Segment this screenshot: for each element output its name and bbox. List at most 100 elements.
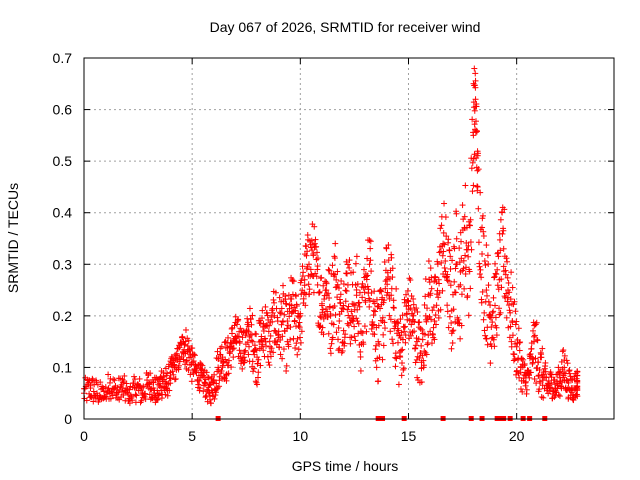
data-point-cloud bbox=[440, 229, 447, 236]
data-point-cloud bbox=[505, 302, 512, 309]
data-point-cloud bbox=[316, 323, 323, 330]
x-tick-label: 5 bbox=[188, 428, 196, 444]
data-point-cloud bbox=[372, 346, 379, 353]
data-point-cloud bbox=[392, 354, 399, 361]
data-point-cloud bbox=[441, 200, 448, 207]
data-point bbox=[472, 96, 479, 103]
data-point-cloud bbox=[372, 308, 379, 315]
data-point-cloud bbox=[456, 245, 463, 252]
data-point-cloud bbox=[263, 309, 270, 316]
data-point-cloud bbox=[425, 258, 432, 265]
data-point-cloud bbox=[390, 297, 397, 304]
data-point-cloud bbox=[481, 258, 488, 265]
data-point bbox=[336, 318, 343, 325]
data-point-cloud bbox=[462, 182, 469, 189]
data-point-cloud bbox=[531, 375, 538, 382]
data-point-cloud bbox=[513, 318, 520, 325]
data-point-cloud bbox=[491, 274, 498, 281]
data-point-cloud bbox=[373, 342, 380, 349]
data-point-cloud bbox=[322, 305, 329, 312]
data-point-cloud bbox=[439, 252, 446, 259]
data-point-cloud bbox=[462, 252, 469, 259]
data-point-cloud bbox=[532, 355, 539, 362]
data-point-cloud bbox=[280, 282, 287, 289]
data-point-cloud bbox=[465, 242, 472, 249]
data-point-cloud bbox=[413, 305, 420, 312]
data-point-cloud bbox=[366, 297, 373, 304]
data-point-cloud bbox=[408, 292, 415, 299]
data-point-cloud bbox=[344, 306, 351, 313]
data-point-cloud bbox=[449, 339, 456, 346]
data-point-cloud bbox=[246, 343, 253, 350]
data-point-cloud bbox=[364, 272, 371, 279]
data-point-cloud bbox=[350, 301, 357, 308]
data-point-cloud bbox=[508, 338, 515, 345]
data-point-cloud bbox=[313, 243, 320, 250]
data-point-cloud bbox=[348, 308, 355, 315]
data-point-cloud bbox=[437, 306, 444, 313]
data-point bbox=[305, 261, 312, 268]
data-point-cloud bbox=[507, 296, 514, 303]
data-point-cloud bbox=[356, 299, 363, 306]
data-point-cloud bbox=[526, 374, 533, 381]
data-point-cloud bbox=[462, 270, 469, 277]
data-point-cloud bbox=[249, 358, 256, 365]
data-point-cloud bbox=[335, 285, 342, 292]
data-point-cloud bbox=[207, 396, 214, 403]
data-point-cloud bbox=[559, 348, 566, 355]
data-point-cloud bbox=[410, 312, 417, 319]
data-point-cloud bbox=[479, 224, 486, 231]
data-point-cloud bbox=[493, 271, 500, 278]
data-point-cloud bbox=[485, 261, 492, 268]
data-point-cloud bbox=[453, 235, 460, 242]
data-point-cloud bbox=[495, 253, 502, 260]
data-point-cloud bbox=[458, 322, 465, 329]
data-point-cloud bbox=[90, 388, 97, 395]
data-point-cloud bbox=[574, 383, 581, 390]
data-point-cloud bbox=[185, 337, 192, 344]
data-point-cloud bbox=[444, 308, 451, 315]
y-tick-label: 0.6 bbox=[53, 102, 73, 118]
data-point-cloud bbox=[445, 324, 452, 331]
data-point-cloud bbox=[448, 319, 455, 326]
data-point-cloud bbox=[453, 210, 460, 217]
data-point-cloud bbox=[192, 362, 199, 369]
data-point bbox=[561, 364, 568, 371]
data-point-cloud bbox=[318, 300, 325, 307]
data-point-cloud bbox=[381, 258, 388, 265]
data-point-cloud bbox=[445, 278, 452, 285]
data-point-cloud bbox=[492, 260, 499, 267]
data-points bbox=[81, 65, 581, 421]
data-point-cloud bbox=[277, 351, 284, 358]
data-point-cloud bbox=[268, 314, 275, 321]
data-point-cloud bbox=[357, 348, 364, 355]
data-point-cloud bbox=[538, 354, 545, 361]
data-point-cloud bbox=[323, 280, 330, 287]
data-point-cloud bbox=[331, 303, 338, 310]
data-point-cloud bbox=[482, 332, 489, 339]
data-point-cloud bbox=[371, 288, 378, 295]
data-point-cloud bbox=[383, 245, 390, 252]
y-tick-label: 0.2 bbox=[53, 308, 73, 324]
data-point-cloud bbox=[267, 332, 274, 339]
data-point-cloud bbox=[464, 292, 471, 299]
data-point-cloud bbox=[125, 390, 132, 397]
data-point-cloud bbox=[367, 245, 374, 252]
data-point-cloud bbox=[335, 336, 342, 343]
data-point-cloud bbox=[285, 343, 292, 350]
data-point-cloud bbox=[258, 336, 265, 343]
data-point-cloud bbox=[414, 308, 421, 315]
data-point-cloud bbox=[436, 249, 443, 256]
data-point-cloud bbox=[506, 307, 513, 314]
data-point-cloud bbox=[337, 300, 344, 307]
data-point-cloud bbox=[270, 349, 277, 356]
data-point-cloud bbox=[133, 392, 140, 399]
data-point-cloud bbox=[367, 238, 374, 245]
data-point-cloud bbox=[371, 331, 378, 338]
data-point-cloud bbox=[494, 282, 501, 289]
data-point-cloud bbox=[302, 302, 309, 309]
data-point-cloud bbox=[324, 308, 331, 315]
data-point-cloud bbox=[320, 331, 327, 338]
data-point-cloud bbox=[248, 321, 255, 328]
data-point-cloud bbox=[363, 328, 370, 335]
